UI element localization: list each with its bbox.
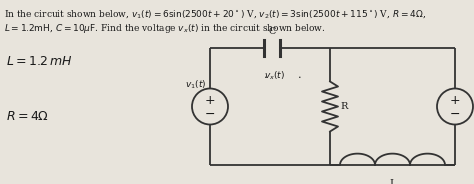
Text: $L = 1.2\mathrm{mH}$, $C = 10\mu\mathrm{F}$. Find the voltage $v_x(t)$ in the ci: $L = 1.2\mathrm{mH}$, $C = 10\mu\mathrm{… xyxy=(4,22,326,35)
Text: C: C xyxy=(268,27,276,36)
Text: $\mathit{R = 4\Omega}$: $\mathit{R = 4\Omega}$ xyxy=(6,110,49,123)
Text: $\cdot$: $\cdot$ xyxy=(297,71,301,81)
Text: $\mathit{L = 1.2\,mH}$: $\mathit{L = 1.2\,mH}$ xyxy=(6,55,73,68)
Text: $v_x(t)$: $v_x(t)$ xyxy=(264,70,285,82)
Text: $\cdot$: $\cdot$ xyxy=(263,71,267,81)
Text: −: − xyxy=(205,108,215,121)
Text: In the circuit shown below, $v_1(t) = 6\sin(2500t + 20^\circ)$ V, $v_2(t) = 3\si: In the circuit shown below, $v_1(t) = 6\… xyxy=(4,8,426,20)
Text: −: − xyxy=(450,108,460,121)
Text: R: R xyxy=(340,102,347,111)
Text: $v_1(t)$: $v_1(t)$ xyxy=(185,78,206,91)
Text: +: + xyxy=(205,94,215,107)
Text: L: L xyxy=(389,179,396,184)
Text: +: + xyxy=(450,94,460,107)
